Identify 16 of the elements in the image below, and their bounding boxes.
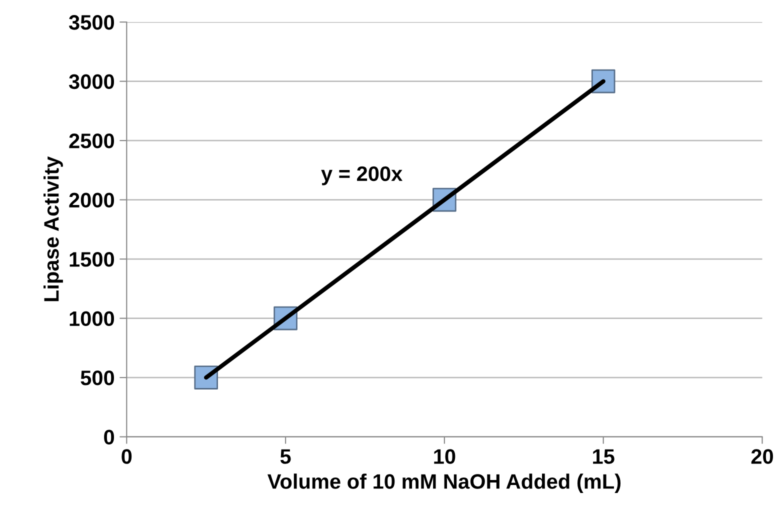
y-tick-label: 1000 (70, 311, 114, 326)
x-tick-label: 0 (122, 449, 132, 464)
x-tick-label: 10 (434, 449, 456, 464)
y-axis-title: Lipase Activity (44, 156, 63, 302)
x-tick-label: 20 (751, 449, 773, 464)
y-tick-label: 500 (80, 370, 114, 386)
y-tick-label: 1500 (70, 252, 114, 267)
annotation: y = 200x (321, 166, 403, 186)
y-tick-label: 2500 (69, 134, 114, 148)
x-axis-title: Volume of 10 mM NaOH Added (mL) (268, 474, 621, 493)
y-tick-label: 3000 (68, 74, 114, 90)
y-tick-label: 2000 (69, 192, 114, 208)
x-tick-label: 5 (280, 449, 291, 464)
x-tick-label: 15 (593, 449, 614, 464)
y-tick-label: 0 (104, 430, 114, 445)
y-tick-label: 3500 (68, 15, 114, 30)
